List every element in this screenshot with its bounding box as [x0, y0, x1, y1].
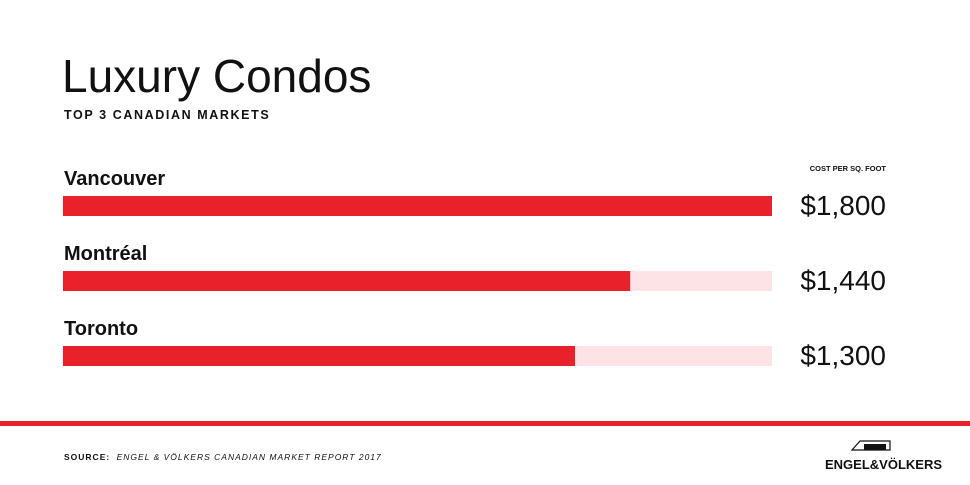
- bar: [63, 196, 772, 216]
- bar: [63, 346, 576, 366]
- source-note: SOURCE: ENGEL & VÖLKERS CANADIAN MARKET …: [64, 452, 382, 462]
- category-label: Vancouver: [64, 168, 165, 190]
- value-header: COST PER SQ. FOOT: [810, 164, 887, 173]
- value-label: $1,300: [800, 340, 886, 371]
- brand-name: ENGEL&VÖLKERS: [825, 457, 942, 472]
- source-text: ENGEL & VÖLKERS CANADIAN MARKET REPORT 2…: [117, 452, 382, 462]
- chart-subtitle: TOP 3 CANADIAN MARKETS: [64, 108, 270, 122]
- value-label: $1,800: [800, 190, 886, 221]
- bar: [63, 271, 631, 291]
- source-label: SOURCE:: [64, 452, 110, 462]
- category-label: Montréal: [64, 243, 147, 265]
- category-label: Toronto: [64, 318, 138, 340]
- brand-logo: ENGEL&VÖLKERS: [825, 440, 942, 472]
- value-label: $1,440: [800, 265, 886, 296]
- divider: [0, 421, 970, 426]
- chart-title: Luxury Condos: [62, 50, 371, 102]
- logo-icon-fill: [864, 444, 886, 450]
